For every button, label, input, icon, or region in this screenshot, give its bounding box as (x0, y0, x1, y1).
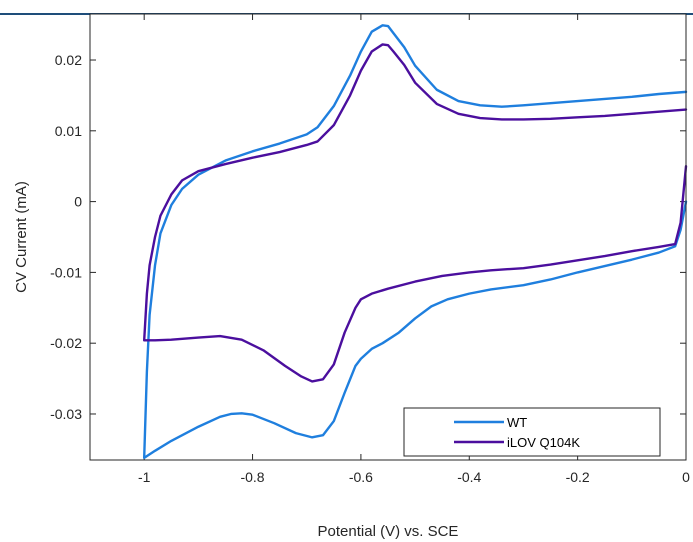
x-tick-labels: -1 -0.8 -0.6 -0.4 -0.2 0 (138, 469, 690, 485)
x-tick-label: -1 (138, 469, 151, 485)
legend-label-ilov-q104k: iLOV Q104K (507, 435, 580, 450)
y-tick-label: 0.01 (55, 123, 82, 139)
y-tick-label: -0.03 (50, 406, 82, 422)
legend: WT iLOV Q104K (403, 407, 661, 457)
y-tick-labels: 0.02 0.01 0 -0.01 -0.02 -0.03 (50, 52, 82, 422)
legend-box (403, 407, 661, 457)
x-tick-label: -0.8 (240, 469, 264, 485)
y-tick-label: 0 (74, 194, 82, 210)
x-tick-label: -0.4 (457, 469, 481, 485)
series-lines (142, 24, 688, 460)
x-tick-label: -0.2 (566, 469, 590, 485)
legend-label-wt: WT (507, 415, 527, 430)
series-line-ilov-q104k (142, 43, 688, 383)
y-axis-title: CV Current (mA) (13, 181, 30, 293)
tick-marks (90, 14, 687, 460)
x-tick-label: -0.6 (349, 469, 373, 485)
series-line-wt (142, 24, 688, 460)
y-tick-label: 0.02 (55, 52, 82, 68)
y-tick-label: -0.02 (50, 335, 82, 351)
plot-area (90, 14, 686, 460)
x-axis-title: Potential (V) vs. SCE (318, 523, 459, 540)
plot-frame (89, 13, 687, 461)
x-tick-label: 0 (682, 469, 690, 485)
y-tick-label: -0.01 (50, 264, 82, 280)
